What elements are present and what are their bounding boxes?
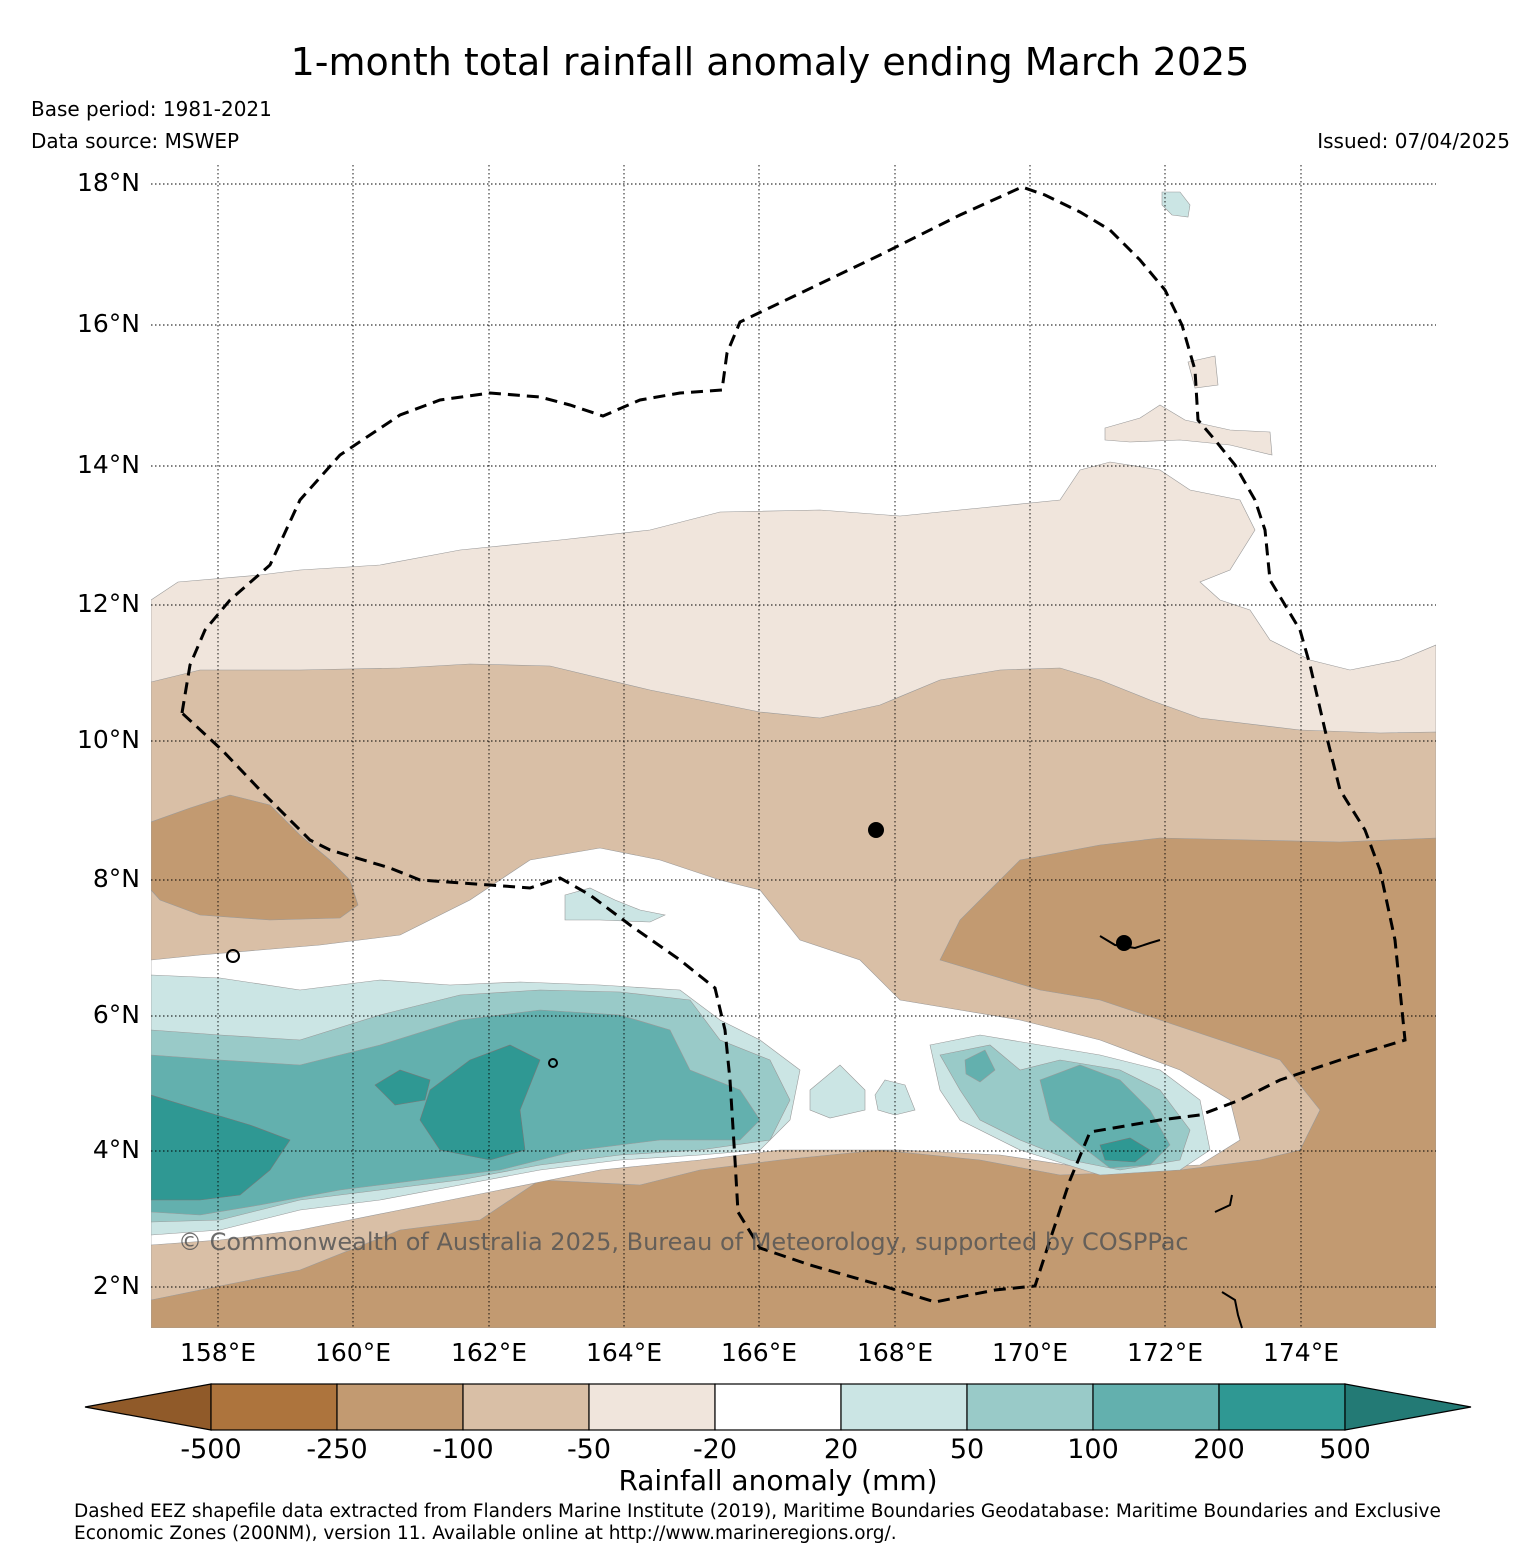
lat-label-14n: 14°N [76,450,140,479]
teal-light-islet [1161,191,1191,218]
colorbar-swatch-6 [840,1383,968,1431]
colorbar-tick-5: -20 [692,1434,738,1465]
colorbar-tick-6: 20 [823,1434,859,1465]
lat-label-12n: 12°N [76,589,140,618]
colorbar-swatch-2 [336,1383,464,1431]
teal-deep-patch [374,1069,431,1106]
lon-label-166e: 166°E [720,1338,797,1367]
teal-east-small [964,1049,996,1083]
graticule [151,165,1436,1328]
colorbar-title: Rainfall anomaly (mm) [618,1464,938,1497]
teal-small-mid [809,1064,866,1119]
lon-label-164e: 164°E [585,1338,662,1367]
colorbar-tick-2: -250 [306,1434,368,1465]
colorbar-tick-3: -100 [432,1434,494,1465]
colorbar-swatch-1 [210,1383,338,1431]
island-marker-1 [868,822,884,838]
teal-small-north [564,887,666,923]
copyright-notice: © Commonwealth of Australia 2025, Bureau… [178,1228,1189,1256]
colorbar [84,1383,1472,1431]
teal-deep-west [151,1094,291,1201]
colorbar-high-extend [1344,1383,1472,1431]
tan-light-patch-north [1104,404,1273,456]
chart-title: 1-month total rainfall anomaly ending Ma… [290,40,1250,84]
colorbar-swatch-3 [462,1383,590,1431]
colorbar-tick-8: 100 [1067,1434,1119,1465]
lat-label-8n: 8°N [92,864,140,893]
colorbar-low-extend [84,1383,212,1431]
anomaly-field [151,165,1436,1328]
lat-label-4n: 4°N [92,1135,140,1164]
lat-label-10n: 10°N [76,725,140,754]
issued-date: Issued: 07/04/2025 [1317,129,1510,153]
data-source: Data source: MSWEP [31,129,240,153]
island-marker-2 [1116,935,1132,951]
colorbar-tick-7: 50 [949,1434,985,1465]
teal-deep-center [419,1044,541,1161]
colorbar-tick-1: -500 [180,1434,242,1465]
colorbar-tick-9: 200 [1193,1434,1245,1465]
lon-label-158e: 158°E [179,1338,256,1367]
lat-label-18n: 18°N [76,168,140,197]
lat-label-6n: 6°N [92,1000,140,1029]
tan-dark-west [151,794,359,921]
eez-boundary [180,185,1407,1304]
colorbar-tick-4: -50 [566,1434,612,1465]
lon-label-174e: 174°E [1262,1338,1339,1367]
base-period: Base period: 1981-2021 [31,97,272,121]
footnote: Dashed EEZ shapefile data extracted from… [74,1501,1441,1544]
lon-label-172e: 172°E [1126,1338,1203,1367]
colorbar-swatch-4 [588,1383,716,1431]
lon-label-170e: 170°E [991,1338,1068,1367]
colorbar-swatch-7 [966,1383,1094,1431]
lon-label-160e: 160°E [314,1338,391,1367]
lat-label-2n: 2°N [92,1271,140,1300]
colorbar-swatch-9 [1218,1383,1346,1431]
lat-label-16n: 16°N [76,309,140,338]
lon-label-168e: 168°E [856,1338,933,1367]
colorbar-swatch-5 [714,1383,842,1431]
teal-east-deep [1099,1137,1151,1163]
lon-label-162e: 162°E [450,1338,527,1367]
colorbar-tick-10: 500 [1319,1434,1371,1465]
islands [226,822,1243,1329]
colorbar-swatch-8 [1092,1383,1220,1431]
